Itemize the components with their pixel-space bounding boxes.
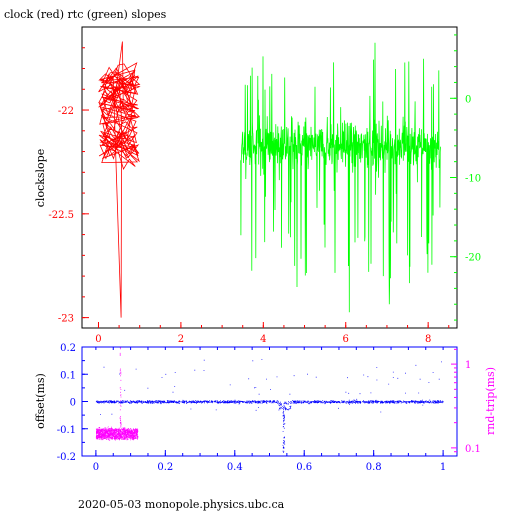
bottom-left-y-tick-label: 0 xyxy=(70,398,76,409)
magenta-series-points xyxy=(95,347,139,441)
top-x-tick-label: 4 xyxy=(260,334,266,345)
bottom-right-y-tick-label: 1 xyxy=(465,360,471,371)
red-series-line xyxy=(98,41,141,318)
bottom-x-tick-label: 1 xyxy=(440,462,446,473)
bottom-left-y-tick-label: -0.1 xyxy=(57,425,76,436)
bottom-left-y-tick-label: 0.2 xyxy=(60,343,76,354)
top-right-y-tick-label: -10 xyxy=(465,174,481,185)
top-y-axis-label: clockslope xyxy=(34,149,47,207)
top-x-tick-label: 2 xyxy=(178,334,184,345)
top-green-series xyxy=(240,42,441,313)
top-left-y-tick-label: -23 xyxy=(58,314,74,325)
bottom-x-tick-label: 0 xyxy=(93,462,99,473)
top-x-tick-label: 6 xyxy=(343,334,349,345)
bottom-right-y-axis-label: rnd-trip(ms) xyxy=(484,367,497,435)
top-right-y-tick-label: 0 xyxy=(465,94,471,105)
top-plot-frame xyxy=(81,26,458,329)
footer-text: 2020-05-03 monopole.physics.ubc.ca xyxy=(78,498,285,511)
bottom-right-y-tick-label: 0.1 xyxy=(465,444,481,455)
bottom-axis-ticks: 0 0.2 0.4 0.6 0.8 1 0.2 0.1 0 -0.1 -0.2 1 0.1 xyxy=(57,343,481,473)
bottom-x-tick-label: 0.4 xyxy=(227,462,243,473)
top-red-series xyxy=(98,41,141,318)
top-right-y-tick-label: -20 xyxy=(465,253,481,264)
bottom-left-y-axis-label: offset(ms) xyxy=(34,373,47,429)
top-left-y-tick-label: -22 xyxy=(58,106,74,117)
bottom-blue-series xyxy=(95,359,444,453)
blue-series-points xyxy=(95,359,444,453)
bottom-x-tick-label: 0.2 xyxy=(157,462,173,473)
bottom-left-y-tick-label: 0.1 xyxy=(60,370,76,381)
top-axis-ticks: 0 2 4 6 8 -22 -22.5 -23 0 -10 -20 xyxy=(48,34,481,345)
bottom-magenta-series xyxy=(95,347,139,441)
top-x-tick-label: 8 xyxy=(425,334,431,345)
top-x-tick-label: 0 xyxy=(95,334,101,345)
green-series-line xyxy=(240,42,441,313)
top-left-y-tick-label: -22.5 xyxy=(48,210,74,221)
top-chart-title: clock (red) rtc (green) slopes xyxy=(4,8,167,21)
bottom-x-tick-label: 0.6 xyxy=(296,462,312,473)
bottom-left-y-tick-label: -0.2 xyxy=(57,452,76,463)
bottom-x-tick-label: 0.8 xyxy=(366,462,382,473)
